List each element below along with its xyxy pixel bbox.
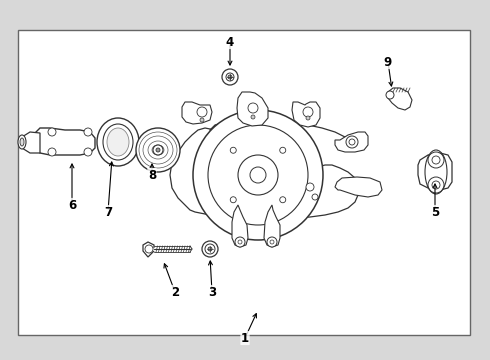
Circle shape [202,241,218,257]
Circle shape [250,167,266,183]
Polygon shape [418,153,452,190]
Polygon shape [264,205,280,247]
Circle shape [267,237,277,247]
Circle shape [230,197,236,203]
Circle shape [84,128,92,136]
Polygon shape [35,128,95,155]
Text: 5: 5 [431,206,439,219]
Polygon shape [170,128,358,220]
Polygon shape [182,102,212,124]
Circle shape [193,110,323,240]
Circle shape [248,103,258,113]
Circle shape [230,147,236,153]
Polygon shape [335,177,382,197]
Circle shape [432,181,440,189]
Circle shape [386,91,394,99]
Circle shape [226,73,234,81]
Circle shape [48,128,56,136]
Text: 2: 2 [171,285,179,298]
Circle shape [228,75,232,79]
Circle shape [280,147,286,153]
Circle shape [208,247,212,251]
Circle shape [205,244,215,254]
Polygon shape [22,132,40,153]
Polygon shape [335,132,368,152]
Circle shape [280,197,286,203]
Polygon shape [143,242,154,257]
Circle shape [238,155,278,195]
Circle shape [306,116,310,120]
Text: 9: 9 [384,55,392,68]
Ellipse shape [107,128,129,156]
Text: 7: 7 [104,206,112,219]
Circle shape [312,194,318,200]
Circle shape [156,148,160,152]
Circle shape [270,240,274,244]
Ellipse shape [20,138,24,146]
Circle shape [200,118,204,122]
FancyBboxPatch shape [18,30,470,335]
Circle shape [306,183,314,191]
Circle shape [428,177,444,193]
Text: 1: 1 [241,332,249,345]
Text: 8: 8 [148,168,156,181]
Polygon shape [387,88,412,110]
Circle shape [428,152,444,168]
Circle shape [222,69,238,85]
Ellipse shape [97,118,139,166]
Circle shape [84,148,92,156]
Polygon shape [237,92,268,126]
Polygon shape [232,205,248,247]
Circle shape [303,107,313,117]
Circle shape [235,237,245,247]
Circle shape [238,240,242,244]
Circle shape [136,128,180,172]
Circle shape [208,125,308,225]
Text: 4: 4 [226,36,234,49]
Polygon shape [292,102,320,127]
Circle shape [346,136,358,148]
Circle shape [251,115,255,119]
Ellipse shape [18,135,26,149]
Circle shape [197,107,207,117]
Circle shape [145,245,153,253]
Circle shape [432,156,440,164]
Text: 6: 6 [68,198,76,212]
Circle shape [153,145,163,155]
Circle shape [349,139,355,145]
Circle shape [48,148,56,156]
Text: 3: 3 [208,285,216,298]
Ellipse shape [103,124,133,160]
